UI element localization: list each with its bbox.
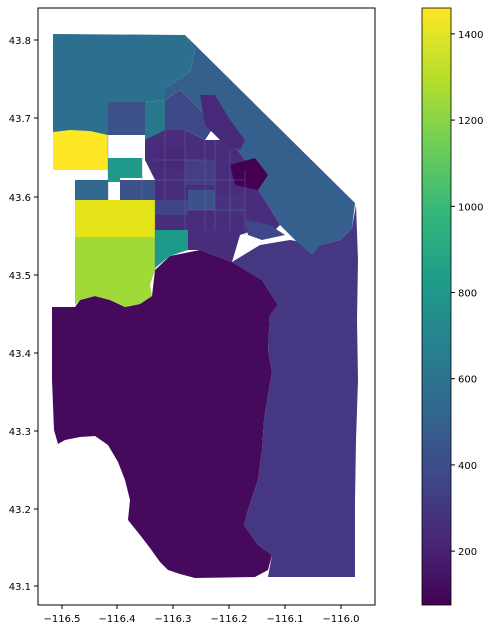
y-tick: 43.6 bbox=[9, 193, 38, 204]
region-north-mid-small bbox=[145, 100, 165, 140]
colorbar-ticks: 200 400 600 800 1000 1200 1400 bbox=[451, 30, 483, 558]
x-tick: −116.1 bbox=[266, 605, 304, 625]
colorbar-tick-label: 600 bbox=[458, 375, 477, 386]
y-tick: 43.4 bbox=[9, 349, 38, 360]
colorbar-tick-label: 800 bbox=[458, 288, 477, 299]
colorbar-tick-label: 1400 bbox=[458, 30, 483, 41]
x-tick: −116.0 bbox=[322, 605, 360, 625]
colorbar-tick-label: 1000 bbox=[458, 202, 483, 213]
region-north-mid bbox=[108, 102, 145, 135]
y-tick-label: 43.6 bbox=[9, 193, 31, 204]
region-central-teal bbox=[155, 230, 188, 268]
y-axis: 43.1 43.2 43.3 43.4 43.5 43.6 43.7 43.8 bbox=[9, 36, 38, 593]
x-tick: −116.5 bbox=[43, 605, 81, 625]
region-blue-row bbox=[75, 180, 108, 200]
colorbar-tick: 800 bbox=[451, 288, 477, 299]
colorbar-tick-label: 200 bbox=[458, 547, 477, 558]
region-west-green bbox=[75, 237, 155, 307]
y-tick: 43.5 bbox=[9, 271, 38, 282]
region-north-east-strip bbox=[165, 35, 355, 255]
region-urban-mid bbox=[165, 90, 215, 140]
x-tick: −116.4 bbox=[98, 605, 136, 625]
colorbar-tick: 400 bbox=[451, 461, 477, 472]
colorbar-gradient bbox=[421, 7, 452, 606]
x-axis: −116.5 −116.4 −116.3 −116.2 −116.1 −116.… bbox=[43, 605, 360, 625]
y-tick: 43.8 bbox=[9, 36, 38, 47]
x-tick-label: −116.5 bbox=[43, 614, 80, 625]
region-urban-dark bbox=[230, 158, 268, 190]
region-urban-purple-2 bbox=[200, 95, 245, 150]
region-north-west-block bbox=[53, 34, 195, 135]
x-tick-label: −116.4 bbox=[98, 614, 135, 625]
y-tick: 43.2 bbox=[9, 505, 38, 516]
y-tick-label: 43.8 bbox=[9, 36, 31, 47]
y-tick-label: 43.4 bbox=[9, 349, 31, 360]
region-east-purple bbox=[232, 205, 358, 577]
y-tick: 43.3 bbox=[9, 427, 38, 438]
region-teal-upper bbox=[108, 158, 142, 182]
colorbar-tick: 200 bbox=[451, 547, 477, 558]
region-boundaries bbox=[107, 130, 246, 270]
colorbar: 200 400 600 800 1000 1200 1400 bbox=[421, 7, 483, 606]
map-regions bbox=[52, 34, 358, 578]
y-tick-label: 43.5 bbox=[9, 271, 31, 282]
colorbar-tick: 1200 bbox=[451, 116, 483, 127]
y-tick-label: 43.7 bbox=[9, 114, 31, 125]
x-tick: −116.2 bbox=[210, 605, 248, 625]
region-urban-parcel-a bbox=[155, 200, 188, 215]
colorbar-tick-label: 400 bbox=[458, 461, 477, 472]
y-tick: 43.7 bbox=[9, 114, 38, 125]
y-tick-label: 43.2 bbox=[9, 505, 31, 516]
map-axes: −116.5 −116.4 −116.3 −116.2 −116.1 −116.… bbox=[9, 7, 376, 625]
x-tick-label: −116.0 bbox=[322, 614, 359, 625]
x-tick: −116.3 bbox=[154, 605, 192, 625]
region-west-yellow-middle bbox=[75, 200, 155, 237]
region-south-dark bbox=[52, 250, 278, 578]
colorbar-tick: 1000 bbox=[451, 202, 483, 213]
y-tick-label: 43.3 bbox=[9, 427, 31, 438]
x-tick-label: −116.1 bbox=[266, 614, 303, 625]
x-tick-label: −116.3 bbox=[154, 614, 191, 625]
y-tick-label: 43.1 bbox=[9, 582, 31, 593]
y-tick: 43.1 bbox=[9, 582, 38, 593]
region-blue-row-2 bbox=[120, 180, 155, 200]
region-urban-parcel-e bbox=[185, 160, 215, 185]
colorbar-tick-label: 1200 bbox=[458, 116, 483, 127]
region-urban-parcel-b bbox=[188, 190, 215, 210]
region-urban-parcel-d bbox=[160, 145, 185, 170]
x-tick-label: −116.2 bbox=[210, 614, 247, 625]
region-urban-parcel-f bbox=[245, 220, 285, 240]
colorbar-tick: 1400 bbox=[451, 30, 483, 41]
colorbar-tick: 600 bbox=[451, 375, 477, 386]
